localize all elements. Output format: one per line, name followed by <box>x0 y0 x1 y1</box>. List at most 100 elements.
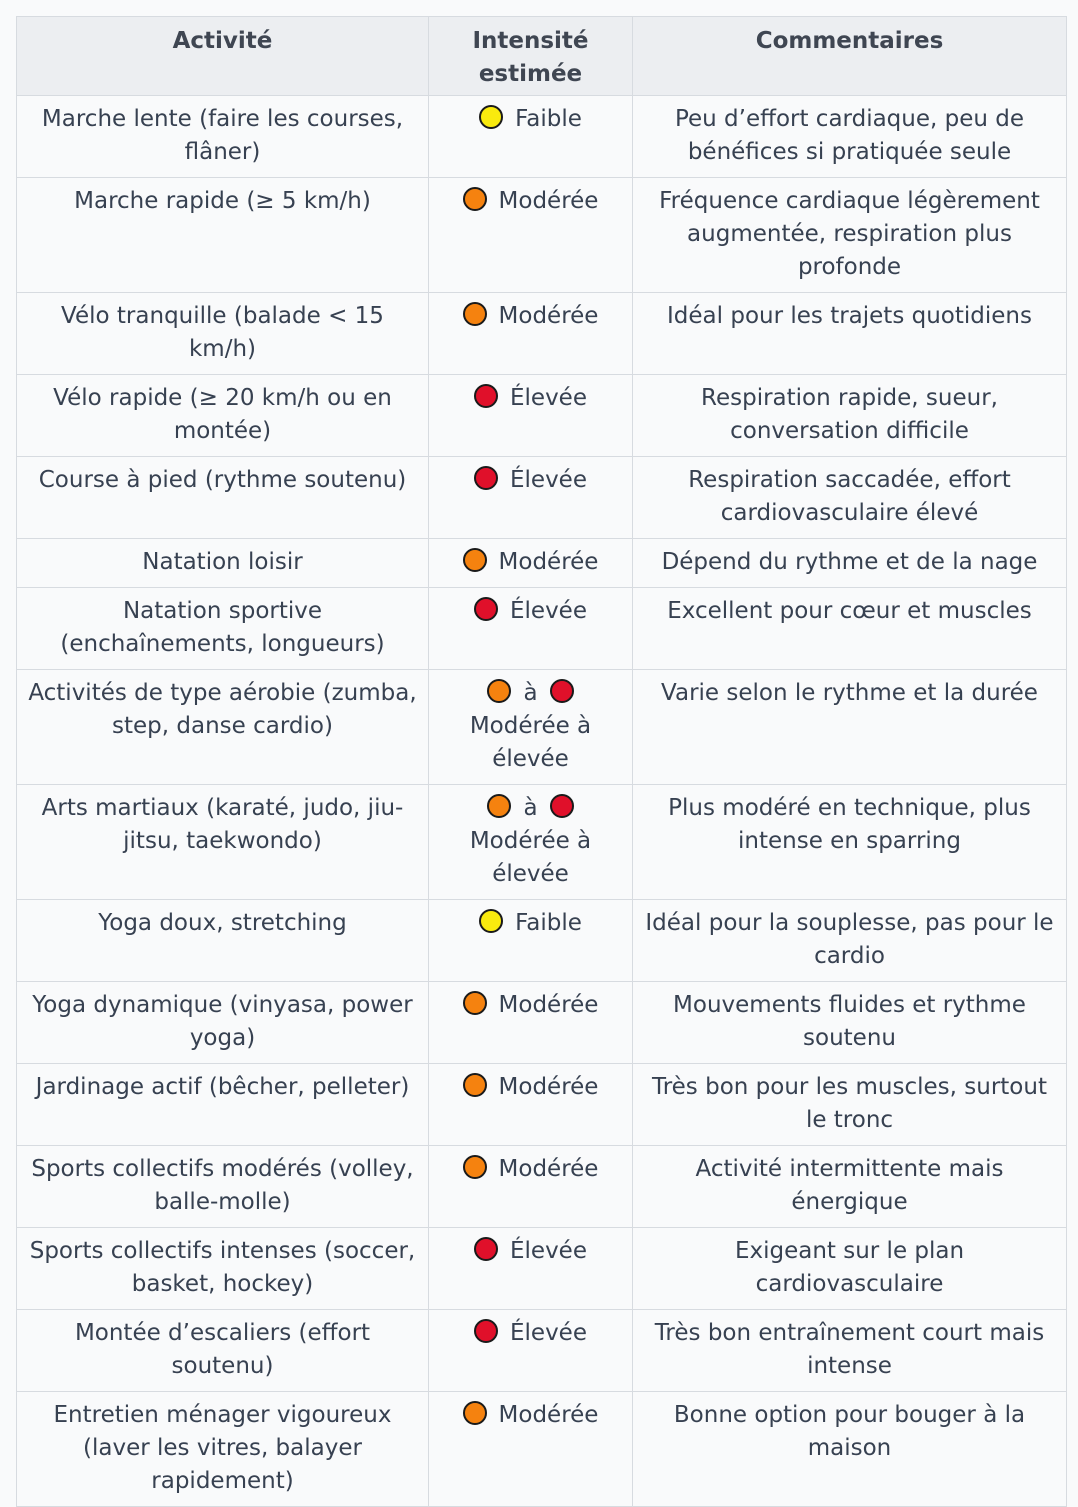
comment-cell: Respiration rapide, sueur, conversation … <box>632 374 1067 457</box>
table-row: Course à pied (rythme soutenu) Élevée Resp… <box>16 456 1067 539</box>
comment-cell: Plus modéré en technique, plus intense e… <box>632 784 1067 900</box>
activity-cell: Marche lente (faire les courses, flâner) <box>16 95 429 178</box>
activity-cell: Sports collectifs modérés (volley, balle… <box>16 1145 429 1228</box>
intensity-level-icon <box>462 1155 487 1179</box>
activity-cell: Vélo tranquille (balade < 15 km/h) <box>16 292 429 375</box>
activity-cell: Yoga doux, stretching <box>16 899 429 982</box>
intensity-label: Modérée à élevée <box>469 828 592 887</box>
intensity-level-icon <box>549 794 574 818</box>
activity-intensity-table: Activité Intensité estimée Commentaires … <box>16 16 1067 1507</box>
comment-cell: Excellent pour cœur et muscles <box>632 587 1067 670</box>
comment-cell: Très bon pour les muscles, surtout le tr… <box>632 1063 1067 1146</box>
activity-cell: Jardinage actif (bêcher, pelleter) <box>16 1063 429 1146</box>
comment-cell: Idéal pour la souplesse, pas pour le car… <box>632 899 1067 982</box>
intensity-label: Modérée <box>498 1402 599 1428</box>
intensity-label: Élevée <box>510 385 587 411</box>
intensity-label: Élevée <box>510 467 587 493</box>
activity-cell: Yoga dynamique (vinyasa, power yoga) <box>16 981 429 1064</box>
table-row: Activités de type aérobie (zumba, step, … <box>16 669 1067 785</box>
comment-cell: Respiration saccadée, effort cardiovascu… <box>632 456 1067 539</box>
comment-cell: Varie selon le rythme et la durée <box>632 669 1067 785</box>
intensity-cell: Élevée <box>428 456 633 539</box>
intensity-label: Modérée <box>498 1156 599 1182</box>
intensity-level-icon <box>474 1319 498 1343</box>
intensity-cell: Modérée <box>428 538 633 588</box>
activity-cell: Entretien ménager vigoureux (laver les v… <box>16 1391 429 1507</box>
intensity-level-icon <box>474 466 498 490</box>
intensity-cell: Modérée <box>428 1391 633 1507</box>
table-row: Vélo rapide (≥ 20 km/h ou en montée) Élev… <box>16 374 1067 457</box>
comment-cell: Activité intermittente mais énergique <box>632 1145 1067 1228</box>
activity-cell: Course à pied (rythme soutenu) <box>16 456 429 539</box>
table-header: Activité Intensité estimée Commentaires <box>16 16 1067 96</box>
intensity-level-icon <box>462 302 487 326</box>
intensity-level-icon <box>474 1237 498 1261</box>
intensity-cell: Modérée <box>428 292 633 375</box>
intensity-cell: à Modérée à élevée <box>428 669 633 785</box>
activity-cell: Montée d’escaliers (effort soutenu) <box>16 1309 429 1392</box>
activity-cell: Natation sportive (enchaînements, longue… <box>16 587 429 670</box>
intensity-label: Élevée <box>510 1320 587 1346</box>
intensity-label: Modérée <box>498 992 599 1018</box>
header-row: Activité Intensité estimée Commentaires <box>16 16 1067 96</box>
table-row: Sports collectifs intenses (soccer, bask… <box>16 1227 1067 1310</box>
table-body: Marche lente (faire les courses, flâner)… <box>16 95 1067 1507</box>
activity-cell: Natation loisir <box>16 538 429 588</box>
intensity-cell: Élevée <box>428 1309 633 1392</box>
intensity-label: Modérée <box>498 188 599 214</box>
intensity-level-icon <box>479 909 504 933</box>
intensity-cell: Modérée <box>428 981 633 1064</box>
intensity-label: Faible <box>515 106 582 132</box>
activity-cell: Vélo rapide (≥ 20 km/h ou en montée) <box>16 374 429 457</box>
table-row: Arts martiaux (karaté, judo, jiu-jitsu, … <box>16 784 1067 900</box>
intensity-level-icon <box>549 679 574 703</box>
table-row: Yoga dynamique (vinyasa, power yoga) Modé… <box>16 981 1067 1064</box>
comment-cell: Très bon entraînement court mais intense <box>632 1309 1067 1392</box>
table-row: Jardinage actif (bêcher, pelleter) Modéré… <box>16 1063 1067 1146</box>
intensity-cell: Faible <box>428 899 633 982</box>
comment-cell: Dépend du rythme et de la nage <box>632 538 1067 588</box>
intensity-level-icon <box>462 187 487 211</box>
intensity-range-separator: à <box>523 795 538 821</box>
table-row: Entretien ménager vigoureux (laver les v… <box>16 1391 1067 1507</box>
intensity-level-icon <box>487 679 512 703</box>
intensity-level-icon <box>462 1401 487 1425</box>
intensity-cell: Faible <box>428 95 633 178</box>
activity-cell: Marche rapide (≥ 5 km/h) <box>16 177 429 293</box>
intensity-label: Faible <box>515 910 582 936</box>
intensity-cell: Élevée <box>428 1227 633 1310</box>
table-row: Natation sportive (enchaînements, longue… <box>16 587 1067 670</box>
table-row: Vélo tranquille (balade < 15 km/h) Modéré… <box>16 292 1067 375</box>
intensity-level-icon <box>462 548 487 572</box>
comment-cell: Bonne option pour bouger à la maison <box>632 1391 1067 1507</box>
header-activity: Activité <box>16 16 429 96</box>
intensity-cell: Élevée <box>428 587 633 670</box>
table-row: Natation loisir Modérée Dépend du rythme e… <box>16 538 1067 588</box>
comment-cell: Peu d’effort cardiaque, peu de bénéfices… <box>632 95 1067 178</box>
intensity-level-icon <box>479 105 504 129</box>
intensity-cell: à Modérée à élevée <box>428 784 633 900</box>
activity-cell: Activités de type aérobie (zumba, step, … <box>16 669 429 785</box>
intensity-label: Modérée <box>498 549 599 575</box>
intensity-level-icon <box>474 384 498 408</box>
activity-intensity-table-container: Activité Intensité estimée Commentaires … <box>16 16 1067 1507</box>
table-row: Montée d’escaliers (effort soutenu) Élevé… <box>16 1309 1067 1392</box>
activity-cell: Arts martiaux (karaté, judo, jiu-jitsu, … <box>16 784 429 900</box>
comment-cell: Idéal pour les trajets quotidiens <box>632 292 1067 375</box>
comment-cell: Mouvements fluides et rythme soutenu <box>632 981 1067 1064</box>
header-intensity: Intensité estimée <box>428 16 633 96</box>
intensity-label: Élevée <box>510 1238 587 1264</box>
intensity-level-icon <box>487 794 512 818</box>
intensity-cell: Modérée <box>428 1063 633 1146</box>
table-row: Yoga doux, stretching Faible Idéal pour la… <box>16 899 1067 982</box>
intensity-range-separator: à <box>523 680 538 706</box>
intensity-level-icon <box>462 1073 487 1097</box>
intensity-cell: Modérée <box>428 177 633 293</box>
table-row: Marche rapide (≥ 5 km/h) Modérée Fréquence… <box>16 177 1067 293</box>
activity-cell: Sports collectifs intenses (soccer, bask… <box>16 1227 429 1310</box>
intensity-label: Modérée à élevée <box>469 713 592 772</box>
intensity-label: Élevée <box>510 598 587 624</box>
intensity-cell: Modérée <box>428 1145 633 1228</box>
comment-cell: Exigeant sur le plan cardiovasculaire <box>632 1227 1067 1310</box>
intensity-label: Modérée <box>498 303 599 329</box>
